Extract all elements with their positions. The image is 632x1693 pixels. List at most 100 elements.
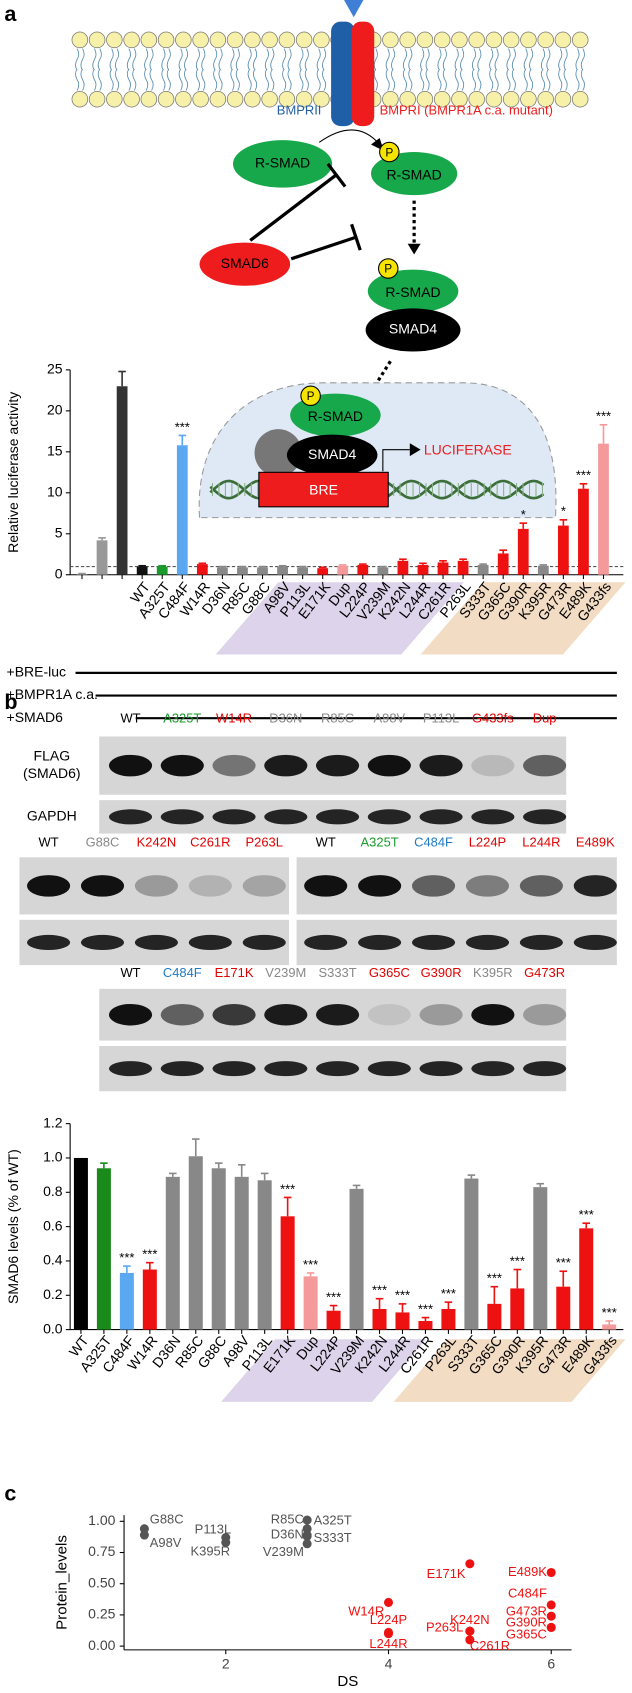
band (188, 934, 232, 951)
lipid-tail (546, 48, 551, 91)
x-tick-label: 2 (222, 1656, 230, 1672)
lane-label: L244R (522, 835, 560, 850)
significance: *** (175, 419, 190, 434)
band (27, 934, 71, 951)
lipid-tail (437, 48, 442, 91)
band (134, 934, 178, 951)
lipid-head (571, 31, 589, 49)
bar (533, 1187, 548, 1330)
lipid-tail (149, 48, 154, 91)
y-tick-label: 1.0 (43, 1149, 63, 1165)
lipid-head (313, 31, 330, 49)
point-label: L224P (370, 1612, 407, 1627)
lipid-tail (316, 48, 321, 91)
lane-label: W14R (216, 711, 252, 726)
point-label: A325T (314, 1513, 352, 1528)
lipid-tail (391, 48, 396, 91)
bar (326, 1310, 341, 1330)
lipid-tail (126, 48, 131, 91)
lipid-tail (373, 48, 378, 91)
lipid-head (106, 90, 123, 108)
band (242, 875, 286, 897)
point-label: R85C (271, 1511, 304, 1526)
band (80, 934, 125, 951)
condition-label: +SMAD6 (7, 709, 64, 725)
point-label: G390R (506, 1615, 547, 1630)
lipid-head (468, 90, 485, 108)
panel-label: c (4, 1480, 16, 1505)
bar (165, 1176, 180, 1330)
y-tick-label: 0.50 (88, 1574, 115, 1590)
inhibition (249, 173, 338, 242)
y-tick-label: 1.2 (43, 1114, 63, 1130)
point-label: P263L (426, 1619, 463, 1634)
significance: *** (372, 1283, 387, 1298)
bar (418, 1321, 433, 1330)
receptor-i (351, 21, 375, 127)
lipid-tail (97, 48, 102, 91)
lipid-tail (80, 48, 85, 91)
lipid-head (451, 31, 468, 49)
rsmad (232, 140, 333, 188)
point (383, 1629, 394, 1639)
lipid-tail (511, 48, 516, 91)
lipid-tail (144, 48, 149, 91)
node-label: SMAD4 (389, 321, 437, 337)
y-tick-label: 0.25 (88, 1606, 115, 1622)
band (573, 934, 617, 951)
membrane (71, 31, 589, 108)
lipid-tail (494, 48, 499, 91)
lipid-head (502, 31, 520, 49)
x-axis-label: DS (337, 1673, 358, 1690)
region-shade (420, 582, 626, 655)
bar (237, 567, 248, 575)
bar (280, 1216, 295, 1330)
lipid-tail (425, 48, 430, 91)
significance: *** (119, 1250, 134, 1265)
charts: 0 5 10 15 20 25 Relative luciferase activity WT… (5, 361, 624, 1690)
lane-label: L224P (469, 835, 506, 850)
lane-label: WT (120, 965, 140, 980)
lipid-tail (471, 48, 477, 91)
lipid-tail (575, 48, 580, 91)
node-label: R-SMAD (385, 284, 440, 300)
point-label: D36N (271, 1526, 304, 1541)
band (242, 934, 286, 951)
point-label: A98V (150, 1535, 182, 1550)
band (465, 875, 510, 897)
lane-label: G433fs (472, 711, 514, 726)
y-tick-label: 1.00 (88, 1512, 115, 1528)
bar (556, 1286, 571, 1330)
lipid-head (106, 31, 123, 49)
lipid-tail (184, 48, 189, 91)
bar (337, 565, 349, 575)
lipid-head (485, 31, 503, 49)
bar (510, 1288, 525, 1330)
band (367, 754, 411, 777)
lipid-head (244, 31, 261, 49)
node-label: R-SMAD (308, 408, 363, 424)
lipid-tail (114, 48, 120, 91)
lipid-tail (558, 48, 563, 91)
lipid-tail (385, 48, 390, 91)
lipid-tail (460, 48, 465, 91)
band (160, 1061, 204, 1077)
bar (196, 564, 208, 575)
significance: * (521, 507, 526, 522)
y-tick-label: 20 (47, 402, 63, 418)
bar (116, 386, 128, 575)
lane-label: E489K (576, 835, 615, 850)
band (411, 875, 456, 897)
band (367, 809, 411, 825)
inhibition-bar (350, 223, 362, 251)
band (519, 934, 563, 951)
y-tick-label: 0.6 (43, 1217, 63, 1233)
lipid-tail (166, 48, 171, 91)
point-label: G88C (150, 1512, 184, 1527)
point-label: W14R (348, 1604, 384, 1619)
lipid-tail (264, 48, 269, 91)
y-axis-label: Relative luciferase activity (5, 392, 21, 553)
lipid-head (399, 90, 416, 108)
